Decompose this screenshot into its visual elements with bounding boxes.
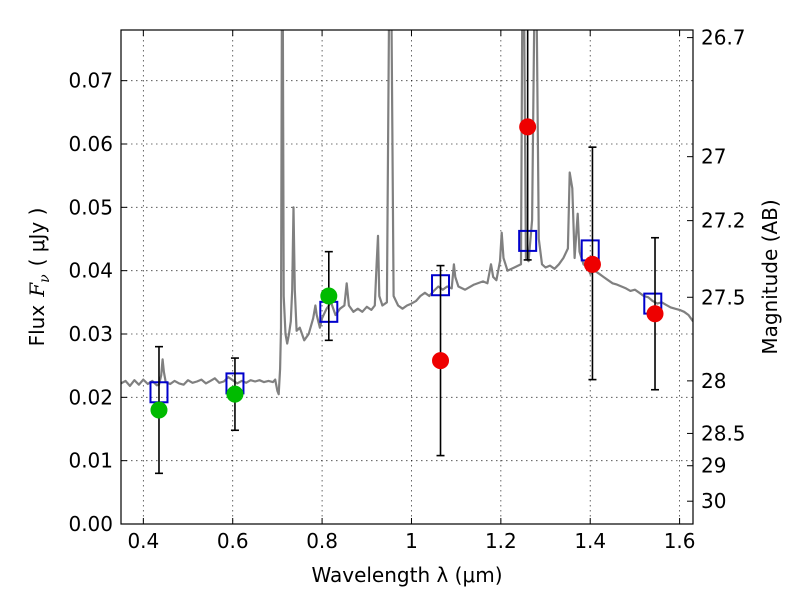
observed-point [432, 352, 450, 370]
x-axis-title: Wavelength λ (μm) [311, 563, 502, 587]
y-tick-label: 0.00 [68, 512, 113, 536]
right-tick-label: 28 [701, 369, 726, 393]
y-tick-label: 0.04 [68, 259, 113, 283]
x-tick-label: 0.4 [127, 529, 159, 553]
grid [121, 30, 693, 525]
observed-point [519, 118, 537, 136]
observed-point [583, 255, 601, 273]
y-axis-title-prefix: Flux [25, 305, 49, 347]
y-axis-title-units: ( μJy ) [25, 208, 49, 267]
observed-point [150, 401, 168, 419]
right-tick-label: 30 [701, 489, 726, 513]
x-tick-label: 0.6 [217, 529, 249, 553]
observed-point [320, 287, 338, 305]
right-tick-label: 29 [701, 454, 726, 478]
right-tick-label: 27.2 [701, 209, 746, 233]
y-tick-label: 0.06 [68, 132, 113, 156]
plot-frame [120, 29, 694, 525]
right-tick-label: 27.5 [701, 285, 746, 309]
y-axis: 0.00 0.01 0.02 0.03 0.04 0.05 0.06 0.07 [68, 69, 127, 536]
x-tick-label: 1.4 [574, 529, 606, 553]
right-tick-label: 28.5 [701, 421, 746, 445]
right-tick-label: 27 [701, 145, 726, 169]
x-tick-label: 1.2 [485, 529, 517, 553]
y-axis-title: Flux Fν ( μJy ) [25, 208, 53, 347]
spectrum-line [121, 30, 693, 396]
x-tick-label: 1.6 [664, 529, 696, 553]
right-y-axis: 26.7 27 27.2 27.5 28 28.5 29 30 [687, 26, 746, 513]
observed-point [646, 305, 664, 323]
observed-point [226, 385, 244, 403]
x-axis: 0.4 0.6 0.8 1 1.2 1.4 1.6 [127, 30, 696, 553]
y-tick-label: 0.02 [68, 385, 113, 409]
y-axis-title-symbol: F [25, 282, 49, 298]
y-tick-label: 0.01 [68, 449, 113, 473]
y-tick-label: 0.03 [68, 322, 113, 346]
right-axis-title: Magnitude (AB) [758, 199, 782, 354]
y-tick-label: 0.07 [68, 69, 113, 93]
right-tick-label: 26.7 [701, 26, 746, 50]
x-tick-label: 0.8 [306, 529, 338, 553]
y-axis-title-subscript: ν [37, 274, 53, 283]
plot-area [121, 30, 693, 475]
y-tick-label: 0.05 [68, 195, 113, 219]
x-tick-label: 1 [405, 529, 418, 553]
